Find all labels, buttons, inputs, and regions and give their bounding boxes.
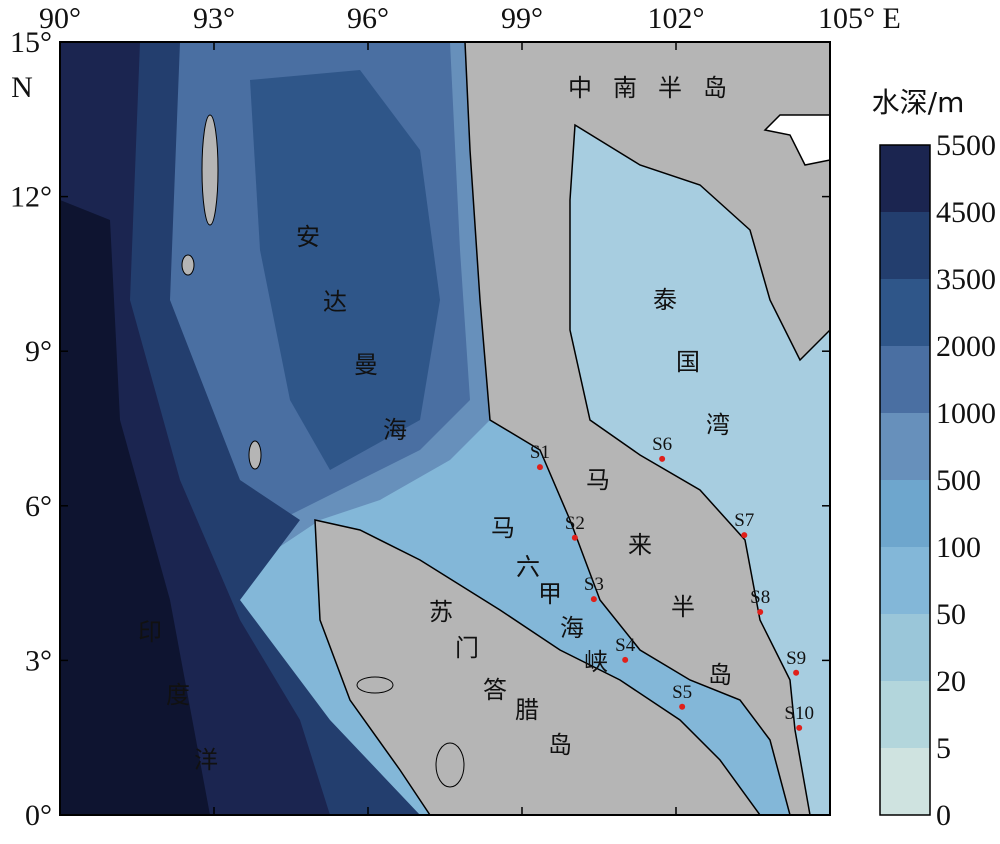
lon-tick-label: 93° [193,2,235,35]
island [356,676,394,694]
colorbar-label: 1000 [936,397,996,430]
colorbar-label: 50 [936,598,966,631]
colorbar-label: 4500 [936,196,996,229]
station [571,534,578,541]
station [679,703,686,710]
colorbar-title: 水深/m [872,86,965,119]
station-label: S2 [565,513,585,534]
station [536,464,543,471]
map-frame [59,41,831,816]
colorbar-label: 3500 [936,263,996,296]
region-label: 中南半岛 [568,74,727,102]
map-labels: 中南半岛泰国湾 安达曼海马来半岛马六甲海峡苏门答腊岛 印度洋 S1 S2 S3 S4 S5 S6… [138,74,814,774]
colorbar-bin [880,748,930,815]
colorbar-bin [880,681,930,748]
station-label: S1 [530,442,550,463]
andaman-basin [250,70,440,470]
colorbar-bin [880,212,930,279]
station [659,455,666,462]
colorbar-bin [880,547,930,614]
colorbar-bin [880,480,930,547]
colorbar-label: 20 [936,665,966,698]
station-label: S8 [750,587,770,608]
station [796,724,803,731]
andaman-islands [201,114,219,226]
lon-tick-label: 96° [347,2,389,35]
lon-tick-label: 105° E [818,2,901,35]
lat-tick-label: 9° [25,335,52,368]
station-label: S4 [615,635,636,656]
colorbar-bin [880,346,930,413]
station [590,596,597,603]
island [435,742,465,788]
colorbar-label: 100 [936,531,981,564]
nicobar-islands [248,440,262,470]
colorbar-frame [879,144,931,816]
region-label: 苏门答腊岛 [429,598,572,759]
colorbar-bin [880,279,930,346]
station-label: S9 [786,648,806,669]
colorbar-bin [880,413,930,480]
lat-tick-label: 6° [25,490,52,523]
colorbar-bin [880,614,930,681]
colorbar-bin [880,145,930,212]
station [741,532,748,539]
gulf-of-thailand [569,123,830,815]
station-label: S3 [584,574,604,595]
sumatra-land [314,519,761,815]
lon-tick-label: 99° [501,2,543,35]
colorbar-label: 5 [936,732,951,765]
lat-unit: N [11,71,33,104]
region-label: 安达曼海 [296,223,407,444]
region-label: 马六甲海峡 [491,514,608,676]
colorbar-label: 2000 [936,330,996,363]
station [622,656,629,663]
island [181,254,195,276]
region-label: 泰国湾 [653,286,730,439]
station [793,669,800,676]
colorbar-label: 500 [936,464,981,497]
region-label: 印度洋 [138,618,218,774]
station-label: S10 [784,703,814,724]
colorbar-label: 0 [936,799,951,832]
lat-tick-label: 12° [10,181,52,214]
region-label: 马来半岛 [586,466,732,689]
lon-tick-label: 90° [39,2,81,35]
station-label: S6 [652,434,672,455]
colorbar-label: 5500 [936,129,996,162]
depth-5500 [60,200,210,815]
lat-tick-label: 3° [25,644,52,677]
lon-tick-label: 102° [648,2,705,35]
station-label: S7 [734,510,754,531]
map-body: 中南半岛泰国湾 安达曼海马来半岛马六甲海峡苏门答腊岛 印度洋 S1 S2 S3 S4 S5 S6… [60,42,830,815]
station [757,608,764,615]
lat-tick-label: 15° [10,26,52,59]
station-label: S5 [672,682,692,703]
lat-tick-label: 0° [25,799,52,832]
cambodia-lake [763,114,830,166]
